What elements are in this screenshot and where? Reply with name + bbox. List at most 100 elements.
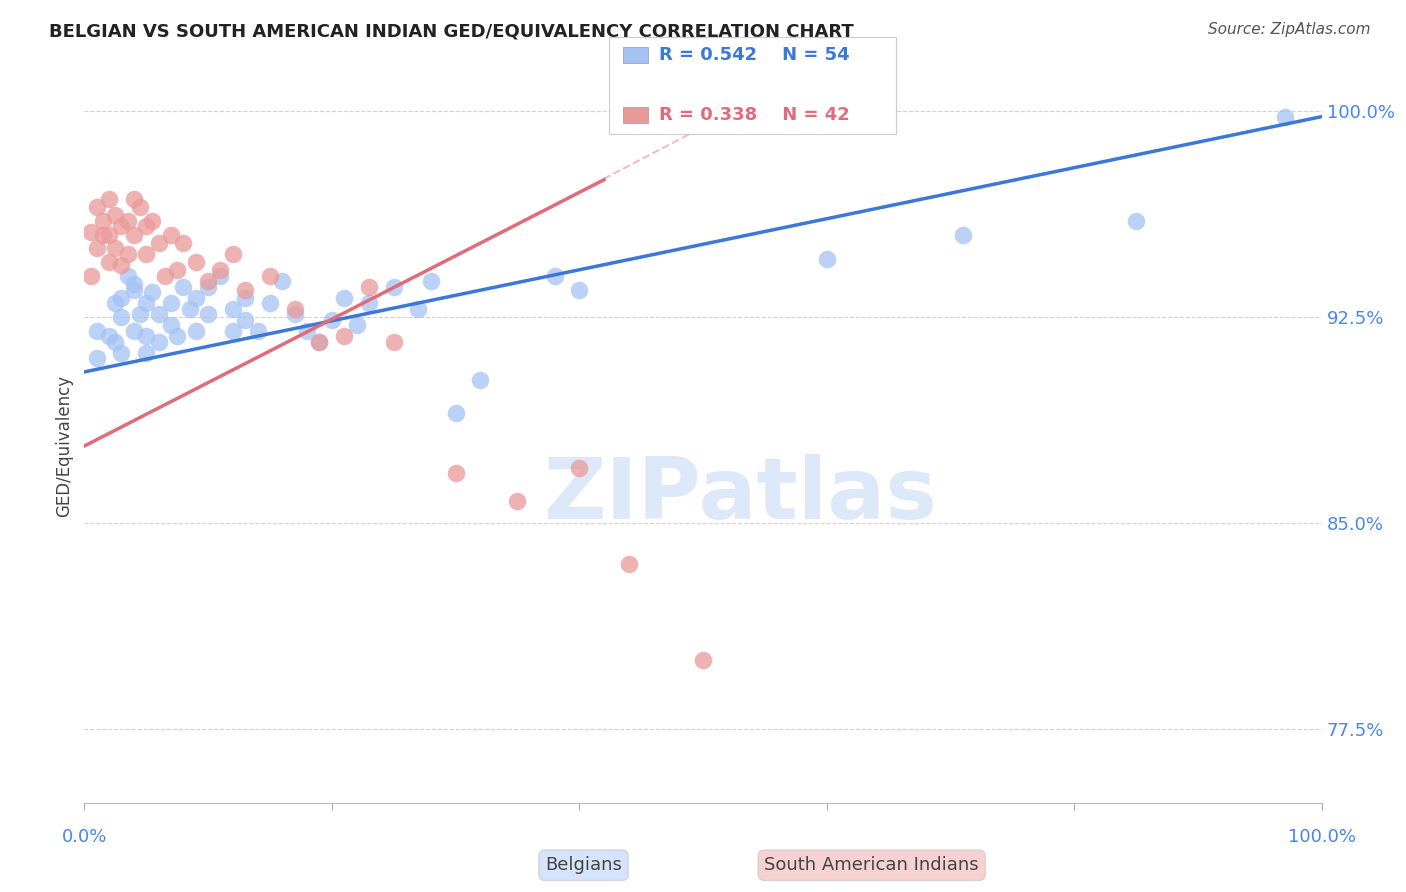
Point [110,258,132,272]
Point [129,307,152,321]
Point [284,301,307,316]
Point [110,345,132,359]
Point [135,329,157,343]
Point [135,219,157,234]
Point [172,280,194,294]
Text: BELGIAN VS SOUTH AMERICAN INDIAN GED/EQUIVALENCY CORRELATION CHART: BELGIAN VS SOUTH AMERICAN INDIAN GED/EQU… [49,22,853,40]
Point [222,301,245,316]
Point [104,334,127,349]
Point [333,291,356,305]
Point [1125,214,1147,228]
Point [333,329,356,343]
Point [148,235,170,250]
Text: 100.0%: 100.0% [1288,828,1355,846]
Point [408,301,430,316]
Point [98,255,121,269]
Point [470,373,492,387]
Point [135,247,157,261]
Point [148,307,170,321]
Point [246,324,269,338]
Point [122,277,145,291]
Point [209,263,232,277]
Point [129,200,152,214]
Point [815,252,838,267]
Point [160,227,183,242]
Point [79,225,101,239]
Point [86,200,108,214]
Point [117,247,139,261]
Point [233,283,256,297]
Point [104,241,127,255]
Text: ZIPatlas: ZIPatlas [543,454,936,538]
Point [122,227,145,242]
Point [110,291,132,305]
Point [357,280,380,294]
Text: 0.0%: 0.0% [62,828,107,846]
Y-axis label: GED/Equivalency: GED/Equivalency [55,375,73,517]
Point [382,280,405,294]
Point [110,310,132,324]
Point [86,324,108,338]
Point [179,301,201,316]
Point [1274,110,1296,124]
Point [197,307,219,321]
Point [166,329,188,343]
Point [172,235,194,250]
Point [346,318,368,333]
Text: South American Indians: South American Indians [765,856,979,874]
Point [617,557,640,571]
Point [184,255,207,269]
Point [122,283,145,297]
Point [122,192,145,206]
Point [117,214,139,228]
Text: Source: ZipAtlas.com: Source: ZipAtlas.com [1208,22,1371,37]
Point [98,192,121,206]
Point [543,268,565,283]
Point [284,307,307,321]
Point [259,296,281,310]
Point [222,324,245,338]
Point [444,467,467,481]
Point [98,329,121,343]
Point [692,653,714,667]
Point [135,296,157,310]
Point [117,268,139,283]
Point [141,214,163,228]
Point [209,268,232,283]
Point [357,296,380,310]
Point [86,351,108,366]
Point [160,296,183,310]
Point [506,494,529,508]
Point [184,324,207,338]
Point [160,318,183,333]
Point [259,268,281,283]
Point [104,209,127,223]
Point [135,345,157,359]
Point [91,214,114,228]
Point [104,296,127,310]
Point [568,283,591,297]
Point [308,334,330,349]
Point [184,291,207,305]
Point [153,268,176,283]
Point [382,334,405,349]
Point [86,241,108,255]
Point [197,280,219,294]
Point [419,274,441,288]
Point [233,312,256,326]
Text: R = 0.338    N = 42: R = 0.338 N = 42 [659,106,851,124]
Point [295,324,318,338]
Point [98,227,121,242]
Point [568,461,591,475]
Text: Belgians: Belgians [546,856,621,874]
Point [952,227,974,242]
Point [166,263,188,277]
Point [91,227,114,242]
Point [222,247,245,261]
Point [141,285,163,300]
Point [444,406,467,420]
Point [308,334,330,349]
Point [148,334,170,349]
Point [233,291,256,305]
Point [321,312,343,326]
